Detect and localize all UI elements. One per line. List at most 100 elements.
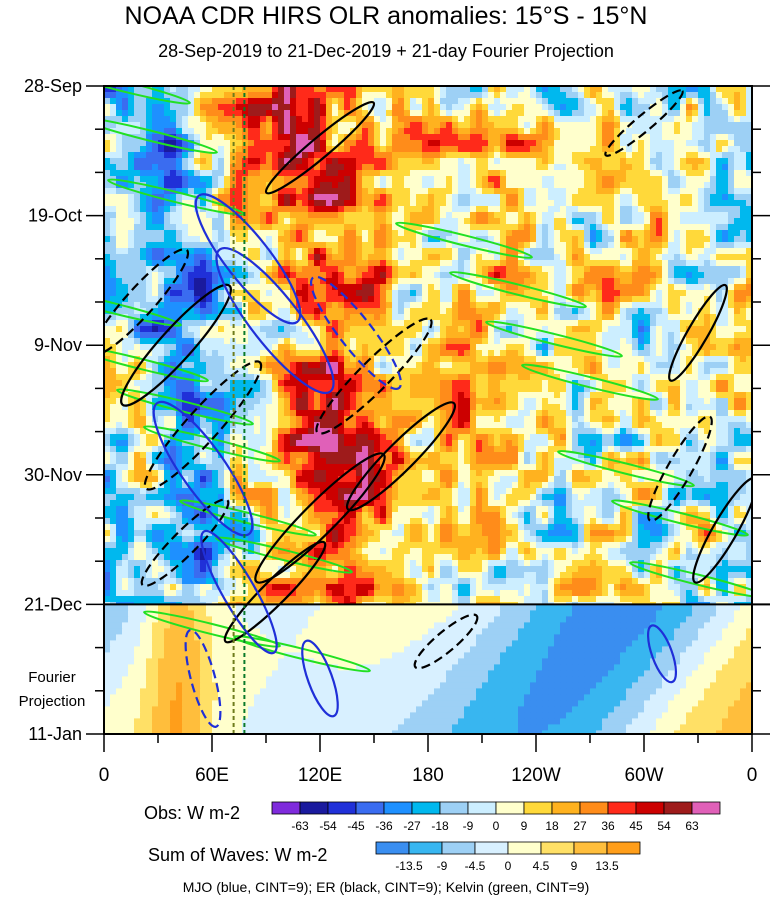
kelvin-contour	[104, 86, 191, 105]
obs-colorbar-tick-label: 18	[545, 819, 559, 833]
anomaly-field	[104, 86, 752, 734]
x-tick-label: 0	[99, 765, 110, 786]
er-contour	[692, 476, 752, 584]
er-contour	[647, 415, 713, 523]
obs-colorbar-swatch	[271, 801, 301, 815]
mjo-contour	[646, 624, 678, 684]
er-contour	[345, 401, 457, 512]
x-tick-label: 0	[747, 765, 758, 786]
er-contour	[120, 283, 232, 407]
y-tick-label: 21-Dec	[24, 594, 82, 614]
y-tick-label: 19-Oct	[28, 206, 82, 226]
obs-colorbar-tick-label: -9	[463, 819, 474, 833]
waves-colorbar-swatch	[375, 841, 410, 855]
kelvin-contour	[521, 363, 659, 401]
obs-colorbar-tick-label: -63	[291, 819, 309, 833]
projection-label: Projection	[19, 693, 86, 710]
waves-colorbar-swatch	[507, 841, 542, 855]
er-contour	[264, 100, 376, 195]
er-contour	[104, 248, 190, 356]
kelvin-contour	[557, 450, 695, 488]
waves-colorbar-tick-label: 9	[571, 859, 578, 873]
chart-subtitle: 28-Sep-2019 to 21-Dec-2019 + 21-day Four…	[158, 41, 614, 61]
kelvin-contour	[215, 536, 353, 574]
kelvin-contour	[611, 499, 749, 537]
y-tick-label: 30-Nov	[24, 465, 82, 485]
obs-colorbar-swatch	[523, 801, 553, 815]
obs-colorbar-swatch	[635, 801, 665, 815]
waves-colorbar-swatch	[606, 841, 641, 855]
er-contour	[668, 283, 728, 382]
mjo-contour	[301, 639, 339, 718]
kelvin-contour	[104, 116, 218, 154]
kelvin-contour	[116, 388, 254, 426]
waves-colorbar-swatch	[540, 841, 575, 855]
obs-colorbar-swatch	[355, 801, 385, 815]
projection-label: Fourier	[28, 669, 76, 686]
obs-colorbar-tick-label: -18	[431, 819, 449, 833]
waves-colorbar-tick-label: 13.5	[595, 859, 619, 873]
obs-colorbar-tick-label: 63	[685, 819, 699, 833]
waves-colorbar-swatch	[441, 841, 476, 855]
mjo-contour	[184, 628, 222, 728]
obs-colorbar-tick-label: -54	[319, 819, 337, 833]
waves-colorbar-tick-label: 0	[505, 859, 512, 873]
er-contour	[604, 89, 684, 157]
x-tick-label: 120E	[298, 765, 342, 786]
waves-colorbar-tick-label: -4.5	[465, 859, 486, 873]
chart-title: NOAA CDR HIRS OLR anomalies: 15°S - 15°N	[124, 2, 648, 30]
obs-colorbar-swatch	[467, 801, 497, 815]
waves-colorbar-tick-label: 4.5	[533, 859, 550, 873]
obs-colorbar-swatch	[411, 801, 441, 815]
obs-colorbar-swatch	[663, 801, 693, 815]
mjo-contour	[194, 193, 302, 325]
obs-colorbar-tick-label: 54	[657, 819, 671, 833]
obs-colorbar-swatch	[495, 801, 525, 815]
obs-colorbar-tick-label: 27	[573, 819, 587, 833]
obs-colorbar-tick-label: 9	[521, 819, 528, 833]
obs-colorbar-tick-label: 0	[493, 819, 500, 833]
er-contour	[143, 360, 263, 491]
y-tick-label: 9-Nov	[34, 335, 82, 355]
kelvin-contour	[449, 271, 587, 309]
mjo-contour	[152, 400, 254, 537]
overlay-legend: MJO (blue, CINT=9); ER (black, CINT=9); …	[182, 879, 590, 895]
mjo-contour	[200, 529, 278, 655]
waves-colorbar-tick-label: -13.5	[395, 859, 423, 873]
x-tick-label: 180	[412, 765, 444, 786]
mjo-contour	[215, 246, 335, 395]
y-tick-label: 11-Jan	[28, 724, 82, 744]
obs-colorbar-swatch	[383, 801, 413, 815]
kelvin-contour	[104, 345, 209, 383]
er-contour	[413, 613, 479, 670]
kelvin-contour	[485, 320, 623, 358]
obs-colorbar-swatch	[439, 801, 469, 815]
obs-colorbar-swatch	[607, 801, 637, 815]
waves-colorbar-swatch	[474, 841, 509, 855]
obs-colorbar-tick-label: 36	[601, 819, 615, 833]
obs-colorbar-swatch	[579, 801, 609, 815]
er-contour	[223, 540, 327, 644]
obs-colorbar-label: Obs: W m-2	[144, 803, 241, 823]
y-tick-label: 28-Sep	[24, 76, 82, 96]
er-contour	[140, 498, 230, 588]
obs-colorbar-tick-label: 45	[629, 819, 643, 833]
waves-colorbar-swatch	[573, 841, 608, 855]
waves-colorbar-swatch	[408, 841, 443, 855]
x-tick-label: 60E	[195, 765, 229, 786]
obs-colorbar-tick-label: -27	[403, 819, 421, 833]
obs-colorbar-tick-label: -45	[347, 819, 365, 833]
obs-colorbar-tick-label: -36	[375, 819, 393, 833]
x-tick-label: 60W	[624, 765, 663, 786]
waves-colorbar-tick-label: -9	[437, 859, 448, 873]
kelvin-contour	[104, 289, 182, 327]
kelvin-contour	[395, 221, 533, 259]
obs-colorbar-swatch	[327, 801, 357, 815]
obs-colorbar-swatch	[299, 801, 329, 815]
wave-contours	[104, 86, 752, 728]
kelvin-contour	[143, 610, 281, 648]
waves-colorbar-label: Sum of Waves: W m-2	[148, 845, 328, 865]
er-contour	[315, 317, 433, 435]
x-tick-label: 120W	[511, 765, 561, 786]
